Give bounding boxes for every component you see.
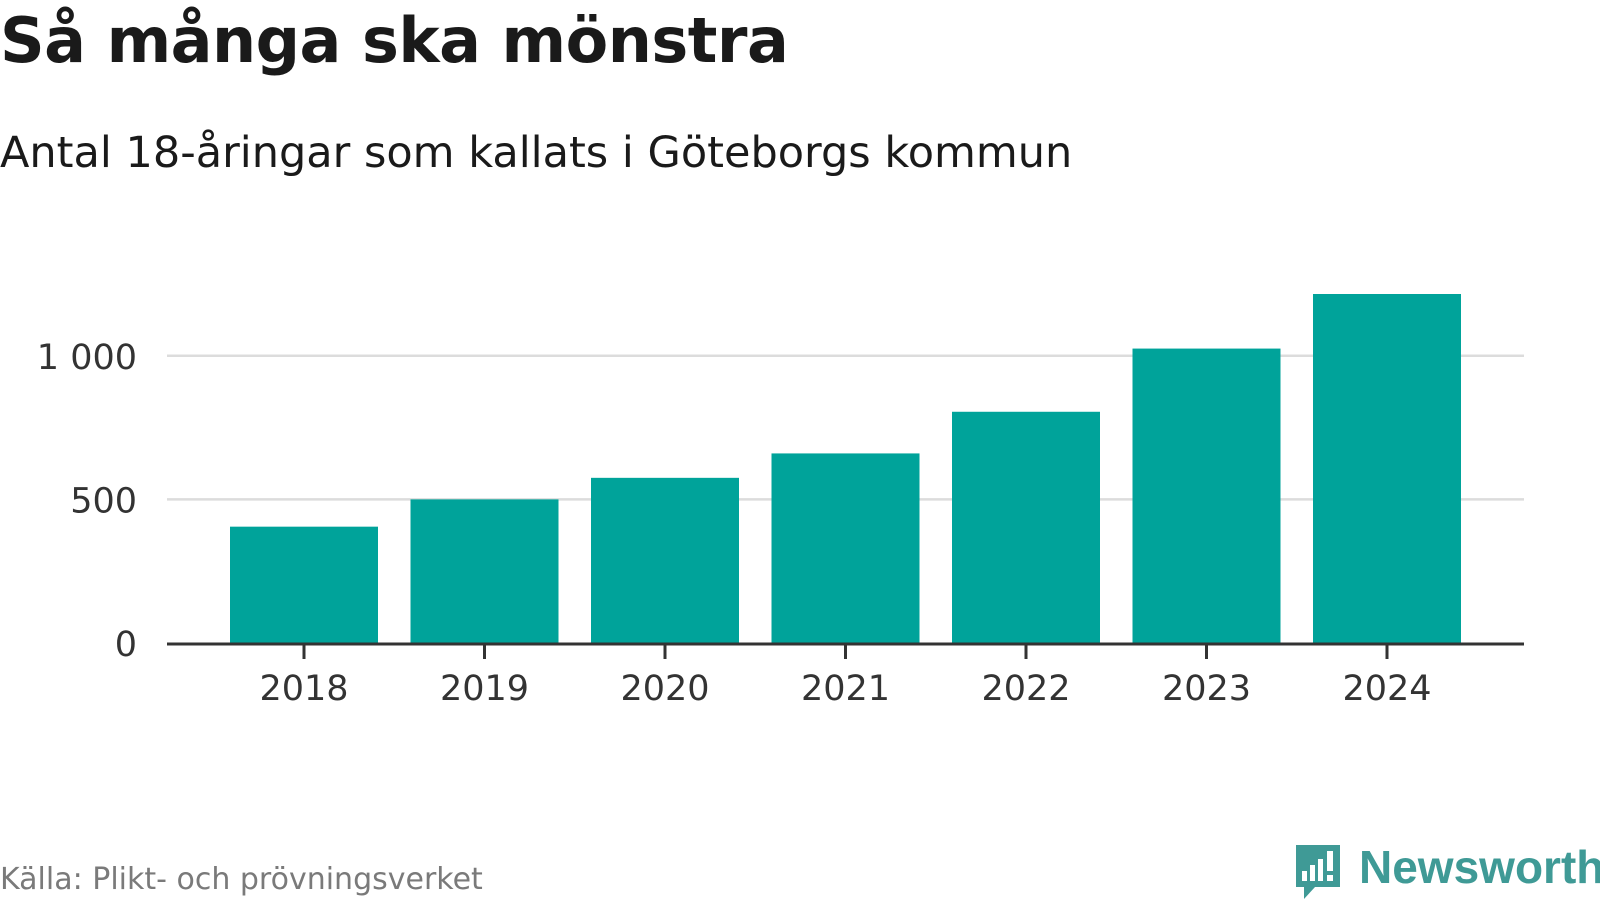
y-tick-label: 500 <box>70 481 137 521</box>
y-tick-label: 1 000 <box>37 338 137 378</box>
chart-title: Så många ska mönstra <box>0 4 789 77</box>
source-note: Källa: Plikt- och prövningsverket <box>0 862 483 897</box>
bar <box>410 499 559 643</box>
bar <box>1132 348 1281 643</box>
y-tick-label: 0 <box>115 625 137 665</box>
x-tick-label: 2024 <box>1342 669 1431 709</box>
bar <box>1313 294 1461 643</box>
bar <box>591 477 739 643</box>
x-tick-label: 2020 <box>620 669 709 709</box>
x-tick-label: 2022 <box>981 669 1070 709</box>
newsworthy-wordmark: Newsworthy <box>1359 841 1600 893</box>
bar <box>230 526 378 643</box>
bar <box>771 453 920 643</box>
chart-subtitle: Antal 18-åringar som kallats i Göteborgs… <box>0 128 1073 178</box>
x-tick-label: 2021 <box>801 669 890 709</box>
bar <box>952 411 1100 643</box>
x-tick-label: 2018 <box>259 669 348 709</box>
newsworthy-logo-icon <box>1296 845 1340 899</box>
x-tick-label: 2019 <box>440 669 529 709</box>
newsworthy-logo: Newsworthy <box>1293 841 1600 902</box>
x-tick-label: 2023 <box>1162 669 1251 709</box>
